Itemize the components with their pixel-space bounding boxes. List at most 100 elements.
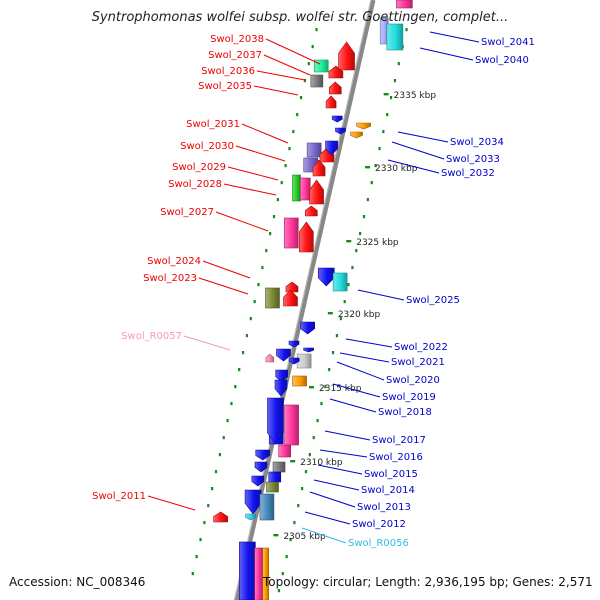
scale-tick	[383, 93, 389, 96]
left-track-dot	[276, 198, 279, 202]
left-track-dot	[249, 317, 252, 321]
left-track-dot	[280, 181, 283, 185]
leader-line	[313, 479, 360, 491]
gene-block	[283, 217, 299, 249]
gene-arrow	[254, 461, 268, 473]
left-track-dot	[303, 79, 307, 83]
right-track-dot	[324, 385, 327, 389]
right-track-dot	[366, 198, 369, 202]
gene-arrow	[251, 475, 265, 487]
gene-label-right: Swol_2040	[475, 55, 529, 66]
left-track-dot	[195, 555, 198, 559]
gene-arrow	[213, 511, 228, 523]
right-track-dot	[304, 470, 308, 474]
scale-label: 2320 kbp	[338, 310, 381, 320]
leader-line	[183, 335, 231, 351]
rna-arrow	[245, 513, 256, 521]
gene-arrow	[304, 205, 318, 217]
genome-backbone	[233, 0, 376, 600]
leader-line	[397, 131, 449, 143]
right-track-dot	[351, 266, 354, 270]
left-track-dot	[257, 283, 260, 287]
right-track-dot	[285, 555, 288, 559]
right-track-dot	[378, 147, 381, 151]
right-track-dot	[312, 436, 315, 440]
leader-line	[329, 398, 377, 413]
leader-line	[147, 495, 196, 511]
map-title: Syntrophomonas wolfei subsp. wolfei str.…	[91, 10, 509, 25]
left-track-dot	[299, 96, 303, 100]
gene-label-left: Swol_2027	[160, 207, 214, 218]
right-track-dot	[389, 96, 393, 100]
right-track-dot	[347, 283, 350, 287]
gene-label-right: Swol_2020	[386, 375, 440, 386]
left-track-dot	[203, 521, 206, 525]
gene-block	[386, 23, 404, 51]
gene-block	[278, 444, 291, 458]
left-track-dot	[211, 487, 214, 491]
gene-arrow	[325, 95, 337, 109]
leader-line	[253, 85, 299, 96]
left-track-dot	[226, 419, 229, 423]
right-track-dot	[331, 351, 335, 355]
leader-line	[345, 338, 393, 348]
right-track-dot	[386, 113, 389, 117]
gene-arrow	[299, 221, 314, 253]
gene-arrow	[350, 131, 363, 139]
right-track-dot	[382, 130, 385, 134]
left-track-dot	[234, 385, 237, 389]
scale-tick	[346, 240, 352, 243]
left-track-dot	[269, 232, 272, 236]
left-track-dot	[272, 215, 276, 219]
gene-arrow	[275, 369, 289, 383]
gene-label-right: Swol_2016	[369, 452, 423, 463]
gene-label-right: Swol_2034	[450, 137, 504, 148]
gene-arrow	[317, 267, 335, 287]
right-track-dot	[281, 572, 284, 576]
topology-label: Topology: circular; Length: 2,936,195 bp…	[263, 575, 593, 589]
gene-label-right: Swol_2012	[352, 519, 406, 530]
gene-block	[292, 375, 307, 387]
right-track-dot	[405, 28, 408, 32]
gene-arrow	[274, 379, 288, 397]
leader-line	[319, 449, 368, 458]
gene-label-left: Swol_2011	[92, 491, 146, 502]
gene-label-left: Swol_2035	[198, 81, 252, 92]
gene-arrow	[328, 65, 344, 79]
right-track-dot	[293, 521, 296, 525]
left-track-dot	[315, 28, 318, 32]
right-track-dot	[339, 317, 342, 321]
scale-label: 2305 kbp	[283, 532, 326, 542]
gene-arrow	[309, 179, 324, 205]
gene-label-left: Swol_2030	[180, 141, 234, 152]
gene-label-right: Swol_2018	[378, 407, 432, 418]
gene-block	[272, 461, 286, 473]
leader-line	[256, 70, 306, 81]
gene-arrow	[255, 449, 271, 461]
left-track-dot	[207, 504, 210, 508]
gene-label-right: Swol_2041	[481, 37, 535, 48]
scale-label: 2335 kbp	[394, 91, 437, 101]
gene-arrow	[283, 289, 298, 307]
leader-line	[336, 361, 385, 381]
left-track-dot	[311, 45, 314, 49]
right-track-dot	[359, 232, 362, 236]
gene-label-left: Swol_2028	[168, 179, 222, 190]
gene-arrow	[300, 321, 315, 335]
gene-block	[284, 404, 299, 446]
gene-block	[306, 142, 322, 158]
scale-label: 2310 kbp	[300, 458, 343, 468]
gene-label-left: Swol_2036	[201, 66, 255, 77]
scale-tick	[273, 534, 279, 537]
scale-tick	[327, 312, 333, 315]
leader-line	[304, 511, 351, 525]
gene-block	[266, 481, 279, 493]
gene-block	[299, 177, 311, 201]
leader-line	[332, 383, 381, 398]
gene-block	[259, 493, 275, 521]
left-track-dot	[307, 62, 310, 66]
leader-line	[215, 211, 269, 232]
gene-label-right: Swol_2021	[391, 357, 445, 368]
gene-arrow	[285, 281, 299, 293]
